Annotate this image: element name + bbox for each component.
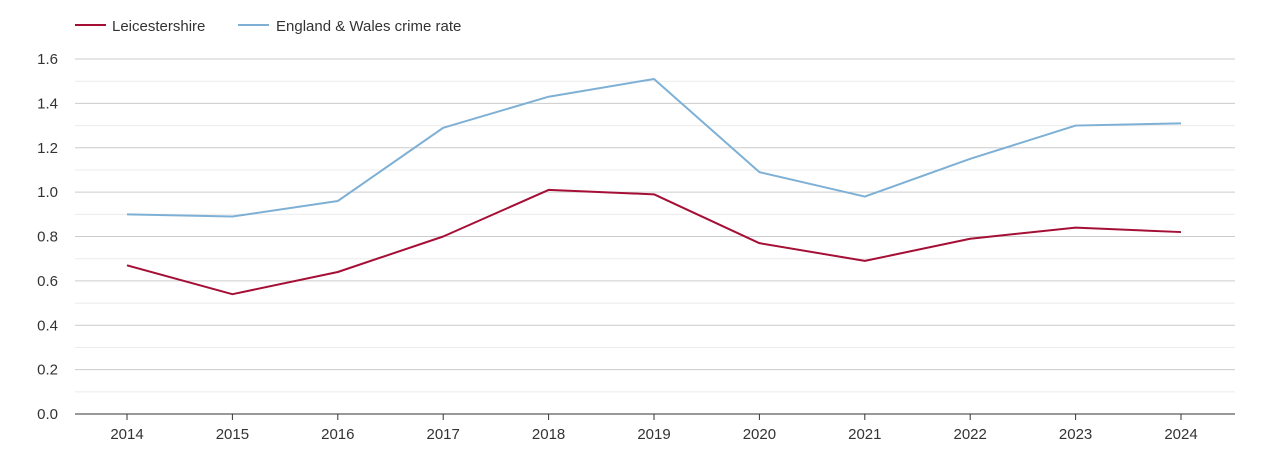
y-tick-label: 0.6 <box>37 273 58 290</box>
y-tick-label: 0.8 <box>37 229 58 246</box>
x-tick-label: 2021 <box>848 426 881 443</box>
legend-label-leicestershire: Leicestershire <box>112 18 205 35</box>
x-tick-label: 2018 <box>532 426 565 443</box>
data-point-leicestershire[interactable] <box>226 288 238 300</box>
data-point-england-wales-crime-rate[interactable] <box>753 166 765 178</box>
legend-label-england-wales: England & Wales crime rate <box>276 18 461 35</box>
x-tick-label: 2014 <box>110 426 143 443</box>
data-point-leicestershire[interactable] <box>437 231 449 243</box>
data-point-england-wales-crime-rate[interactable] <box>964 153 976 165</box>
y-tick-label: 1.4 <box>37 95 58 112</box>
y-tick-label: 0.2 <box>37 362 58 379</box>
x-tick-label: 2020 <box>743 426 776 443</box>
data-point-england-wales-crime-rate[interactable] <box>1175 117 1187 129</box>
x-tick-label: 2023 <box>1059 426 1092 443</box>
y-axis: 0.0 0.2 0.4 0.6 0.8 1.0 1.2 1.4 1.6 <box>37 51 58 423</box>
data-point-leicestershire[interactable] <box>964 233 976 245</box>
data-point-england-wales-crime-rate[interactable] <box>121 208 133 220</box>
legend-item-leicestershire[interactable]: Leicestershire <box>75 18 205 35</box>
data-point-england-wales-crime-rate[interactable] <box>226 211 238 223</box>
series-line-england-wales-crime-rate[interactable] <box>126 77 1182 218</box>
series-lines <box>121 73 1187 300</box>
y-tick-label: 1.6 <box>37 51 58 68</box>
y-tick-label: 0.0 <box>37 406 58 423</box>
x-axis: 2014 2015 2016 2017 2018 2019 2020 2021 2022 2023… <box>75 413 1235 443</box>
legend-item-england-wales[interactable]: England & Wales crime rate <box>238 18 461 35</box>
x-tick-label: 2022 <box>954 426 987 443</box>
data-point-england-wales-crime-rate[interactable] <box>437 122 449 134</box>
data-point-leicestershire[interactable] <box>859 255 871 267</box>
data-point-leicestershire[interactable] <box>753 237 765 249</box>
y-tick-label: 1.0 <box>37 184 58 201</box>
grid-lines <box>75 58 1235 393</box>
data-point-england-wales-crime-rate[interactable] <box>1070 120 1082 132</box>
y-tick-label: 0.4 <box>37 317 58 334</box>
series-line-leicestershire[interactable] <box>126 188 1182 296</box>
y-tick-label: 1.2 <box>37 140 58 157</box>
data-point-leicestershire[interactable] <box>1175 226 1187 238</box>
data-point-england-wales-crime-rate[interactable] <box>859 191 871 203</box>
data-point-england-wales-crime-rate[interactable] <box>543 91 555 103</box>
legend: Leicestershire England & Wales crime rat… <box>75 18 461 35</box>
data-point-leicestershire[interactable] <box>1070 222 1082 234</box>
x-tick-label: 2017 <box>427 426 460 443</box>
data-point-leicestershire[interactable] <box>648 188 660 200</box>
x-tick-label: 2016 <box>321 426 354 443</box>
data-point-england-wales-crime-rate[interactable] <box>332 195 344 207</box>
data-point-england-wales-crime-rate[interactable] <box>648 73 660 85</box>
x-tick-label: 2024 <box>1164 426 1197 443</box>
data-point-leicestershire[interactable] <box>332 266 344 278</box>
data-point-leicestershire[interactable] <box>543 184 555 196</box>
data-point-leicestershire[interactable] <box>121 259 133 271</box>
x-tick-label: 2019 <box>637 426 670 443</box>
x-tick-label: 2015 <box>216 426 249 443</box>
